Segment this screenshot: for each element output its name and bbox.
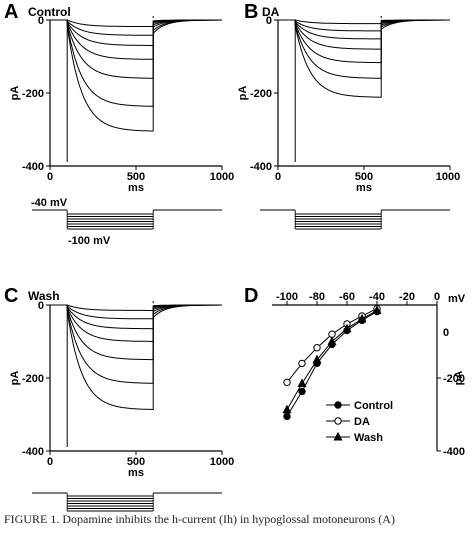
x-tick-label: 0	[275, 171, 281, 183]
x-tick-label: -20	[399, 291, 415, 303]
current-trace	[50, 304, 222, 361]
panel-b-letter: B	[244, 1, 258, 23]
traces-a	[50, 16, 222, 162]
iv-point-wash	[342, 323, 352, 333]
x-tick-label: 0	[47, 171, 53, 183]
panel-d: D -100 -80 -60 -40 -20 0 mV 0 -200 -400 …	[244, 285, 466, 458]
y-tick-label: -400	[250, 161, 272, 173]
x-tick-label: 500	[127, 456, 145, 468]
x-tick-label: 0	[47, 456, 53, 468]
iv-point-wash	[372, 305, 382, 314]
y-tick-label: -200	[250, 88, 272, 100]
panel-c-title: Wash	[28, 289, 60, 303]
current-trace	[278, 19, 450, 98]
traces-b	[278, 16, 450, 162]
current-trace	[50, 304, 222, 410]
iv-point-control	[298, 387, 306, 396]
panel-a: A Control 0 -200 -400 0 500 1000 ms pA -…	[4, 1, 234, 247]
x-axis-label: ms	[128, 182, 144, 194]
y-axis-label: pA	[237, 86, 249, 101]
iv-point-wash	[297, 378, 307, 387]
x-tick-label: 1000	[210, 171, 234, 183]
y-tick-label: 0	[443, 327, 449, 339]
iv-point-control	[283, 412, 291, 421]
iv-point-wash	[357, 313, 367, 323]
current-trace	[50, 19, 222, 28]
iv-point-da	[283, 378, 291, 387]
traces-c	[50, 301, 222, 447]
x-tick-label: 1000	[436, 171, 460, 183]
legend-marker-control	[334, 401, 342, 409]
y-tick-label: 0	[38, 15, 44, 27]
y-tick-label: -400	[22, 161, 44, 173]
legend-label-wash: Wash	[354, 432, 383, 444]
protocol-b	[260, 209, 450, 230]
y-tick-label: -400	[443, 446, 465, 458]
current-trace	[50, 304, 222, 330]
y-tick-label: 0	[38, 300, 44, 312]
legend: Control DA Wash	[326, 400, 393, 444]
x-tick-label: 500	[127, 171, 145, 183]
protocol-c	[32, 492, 222, 512]
protocol-a	[32, 209, 222, 230]
x-tick-label: -80	[309, 291, 325, 303]
iv-point-wash	[282, 404, 292, 414]
y-tick-label: -400	[22, 446, 44, 458]
x-tick-label: -60	[339, 291, 355, 303]
y-axis-label: pA	[9, 86, 21, 101]
y-tick-label: 0	[266, 15, 272, 27]
panel-c: C Wash 0 -200 -400 0 500 1000 ms pA	[4, 285, 234, 512]
panel-a-title: Control	[28, 5, 71, 19]
panel-c-letter: C	[4, 285, 18, 307]
y-axis-label: pA	[453, 371, 465, 386]
x-tick-label: 500	[355, 171, 373, 183]
x-axis-label: ms	[356, 182, 372, 194]
hold-potential-label: -40 mV	[31, 197, 68, 209]
legend-label-control: Control	[354, 400, 393, 412]
iv-point-wash	[312, 354, 322, 364]
iv-point-wash	[327, 336, 337, 345]
iv-point-da	[298, 359, 306, 368]
y-axis-label: pA	[9, 371, 21, 386]
iv-curves	[282, 304, 382, 421]
x-axis-label: mV	[448, 293, 466, 305]
panel-a-letter: A	[4, 1, 18, 23]
current-trace	[50, 19, 222, 79]
x-tick-label: -40	[369, 291, 385, 303]
x-tick-label: -100	[276, 291, 298, 303]
legend-marker-wash	[333, 431, 343, 441]
iv-point-da	[313, 344, 321, 352]
x-tick-label: 0	[434, 291, 440, 303]
y-tick-label: -200	[22, 373, 44, 385]
figure: A Control 0 -200 -400 0 500 1000 ms pA -…	[4, 1, 466, 512]
x-tick-label: 1000	[210, 456, 234, 468]
current-trace	[50, 19, 222, 46]
y-tick-label: -200	[443, 373, 465, 385]
current-trace	[50, 19, 222, 60]
panel-b-title: DA	[262, 5, 280, 19]
current-trace	[278, 19, 450, 40]
legend-marker-da	[334, 417, 342, 425]
panel-b: B DA 0 -200 -400 0 500 1000 ms pA	[237, 1, 460, 230]
step-potential-label: -100 mV	[68, 235, 111, 247]
current-trace	[50, 19, 222, 132]
figure-caption: FIGURE 1. Dopamine inhibits the h-curren…	[4, 512, 395, 526]
y-tick-label: -200	[22, 88, 44, 100]
current-trace	[278, 19, 450, 50]
legend-label-da: DA	[354, 416, 370, 428]
panel-d-letter: D	[244, 285, 258, 307]
x-axis-label: ms	[128, 467, 144, 479]
